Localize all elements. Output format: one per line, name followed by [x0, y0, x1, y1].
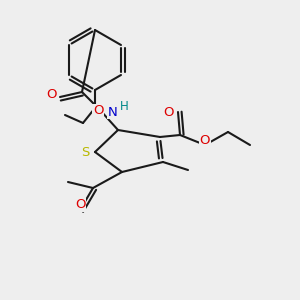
Text: O: O — [46, 88, 57, 101]
Text: O: O — [93, 104, 103, 118]
Text: H: H — [120, 100, 129, 113]
Text: O: O — [164, 106, 174, 118]
Text: N: N — [108, 106, 118, 118]
Text: O: O — [75, 199, 85, 212]
Text: O: O — [200, 134, 210, 146]
Text: S: S — [81, 146, 89, 158]
